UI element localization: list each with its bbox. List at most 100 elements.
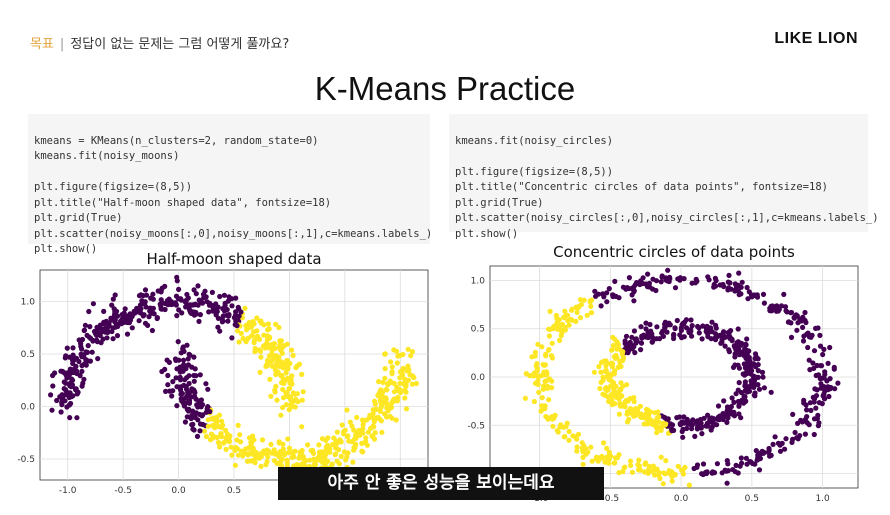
data-point bbox=[832, 386, 838, 392]
data-point bbox=[566, 428, 572, 435]
data-point bbox=[261, 322, 267, 328]
data-point bbox=[316, 453, 323, 459]
data-point bbox=[646, 463, 652, 469]
data-point bbox=[669, 428, 675, 434]
data-point bbox=[264, 357, 271, 364]
data-point bbox=[193, 291, 199, 297]
data-point bbox=[606, 286, 612, 292]
data-point bbox=[619, 393, 625, 399]
data-point bbox=[384, 387, 390, 393]
data-point bbox=[700, 461, 707, 467]
data-point bbox=[363, 439, 369, 445]
data-point bbox=[204, 406, 210, 412]
data-point bbox=[631, 407, 638, 413]
data-point bbox=[556, 317, 562, 323]
data-point bbox=[732, 281, 738, 287]
data-point bbox=[689, 323, 695, 329]
data-point bbox=[707, 416, 713, 422]
data-point bbox=[788, 334, 795, 340]
data-point bbox=[203, 381, 209, 387]
data-point bbox=[164, 357, 170, 363]
data-point bbox=[595, 455, 601, 461]
data-point bbox=[283, 377, 289, 383]
data-point bbox=[62, 392, 68, 398]
data-point bbox=[752, 374, 758, 380]
data-point bbox=[118, 318, 124, 324]
data-point bbox=[226, 294, 232, 300]
data-point bbox=[569, 317, 575, 323]
data-point bbox=[785, 319, 791, 325]
data-point bbox=[252, 345, 258, 352]
data-point bbox=[617, 359, 623, 365]
brand-logo: LIKE LION bbox=[774, 30, 858, 47]
data-point bbox=[689, 426, 695, 432]
data-point bbox=[608, 361, 614, 367]
data-point bbox=[632, 336, 638, 342]
data-point bbox=[265, 321, 271, 327]
data-point bbox=[614, 346, 620, 352]
data-point bbox=[349, 423, 355, 429]
data-point bbox=[383, 396, 389, 402]
data-point bbox=[268, 393, 274, 399]
data-point bbox=[334, 429, 340, 435]
data-point bbox=[179, 390, 185, 397]
data-point bbox=[287, 385, 293, 392]
data-point bbox=[743, 455, 749, 461]
data-point bbox=[388, 379, 394, 385]
data-point bbox=[575, 431, 582, 437]
data-point bbox=[111, 312, 118, 318]
data-point bbox=[709, 329, 715, 335]
data-point bbox=[316, 457, 322, 463]
data-point bbox=[742, 383, 748, 389]
data-point bbox=[67, 415, 73, 421]
data-point bbox=[284, 463, 290, 469]
data-point bbox=[759, 369, 766, 375]
data-point bbox=[737, 463, 743, 469]
data-point bbox=[662, 471, 668, 477]
data-point bbox=[733, 462, 739, 468]
data-point bbox=[825, 360, 831, 366]
data-point bbox=[743, 341, 749, 347]
data-point bbox=[397, 369, 403, 375]
data-point bbox=[647, 321, 653, 328]
data-point bbox=[413, 380, 419, 387]
data-point bbox=[187, 352, 193, 358]
data-point bbox=[162, 366, 168, 372]
data-point bbox=[350, 459, 356, 465]
data-point bbox=[765, 449, 771, 455]
data-point bbox=[656, 414, 662, 420]
data-point bbox=[744, 284, 750, 291]
data-point bbox=[101, 319, 107, 325]
data-point bbox=[767, 308, 773, 314]
data-point bbox=[398, 389, 404, 396]
data-point bbox=[280, 386, 286, 393]
data-point bbox=[658, 427, 664, 433]
data-point bbox=[402, 395, 408, 401]
data-point bbox=[662, 325, 668, 331]
data-point bbox=[76, 337, 82, 343]
data-point bbox=[172, 300, 178, 306]
data-point bbox=[772, 434, 778, 440]
data-point bbox=[718, 340, 724, 346]
data-point bbox=[622, 338, 628, 344]
data-point bbox=[233, 295, 239, 301]
data-point bbox=[623, 397, 630, 403]
data-point bbox=[264, 363, 270, 369]
data-point bbox=[219, 418, 225, 424]
data-point bbox=[279, 359, 285, 365]
data-point bbox=[165, 372, 171, 379]
data-point bbox=[271, 458, 277, 464]
data-point bbox=[669, 422, 676, 428]
data-point bbox=[756, 467, 763, 473]
data-point bbox=[322, 460, 329, 466]
data-point bbox=[258, 318, 264, 324]
data-point bbox=[588, 310, 595, 316]
data-point bbox=[232, 322, 238, 328]
data-point bbox=[205, 417, 211, 423]
data-point bbox=[228, 444, 234, 450]
data-point bbox=[723, 413, 729, 419]
data-point bbox=[54, 397, 60, 404]
data-point bbox=[389, 371, 395, 377]
data-point bbox=[229, 303, 235, 309]
data-point bbox=[648, 417, 654, 423]
